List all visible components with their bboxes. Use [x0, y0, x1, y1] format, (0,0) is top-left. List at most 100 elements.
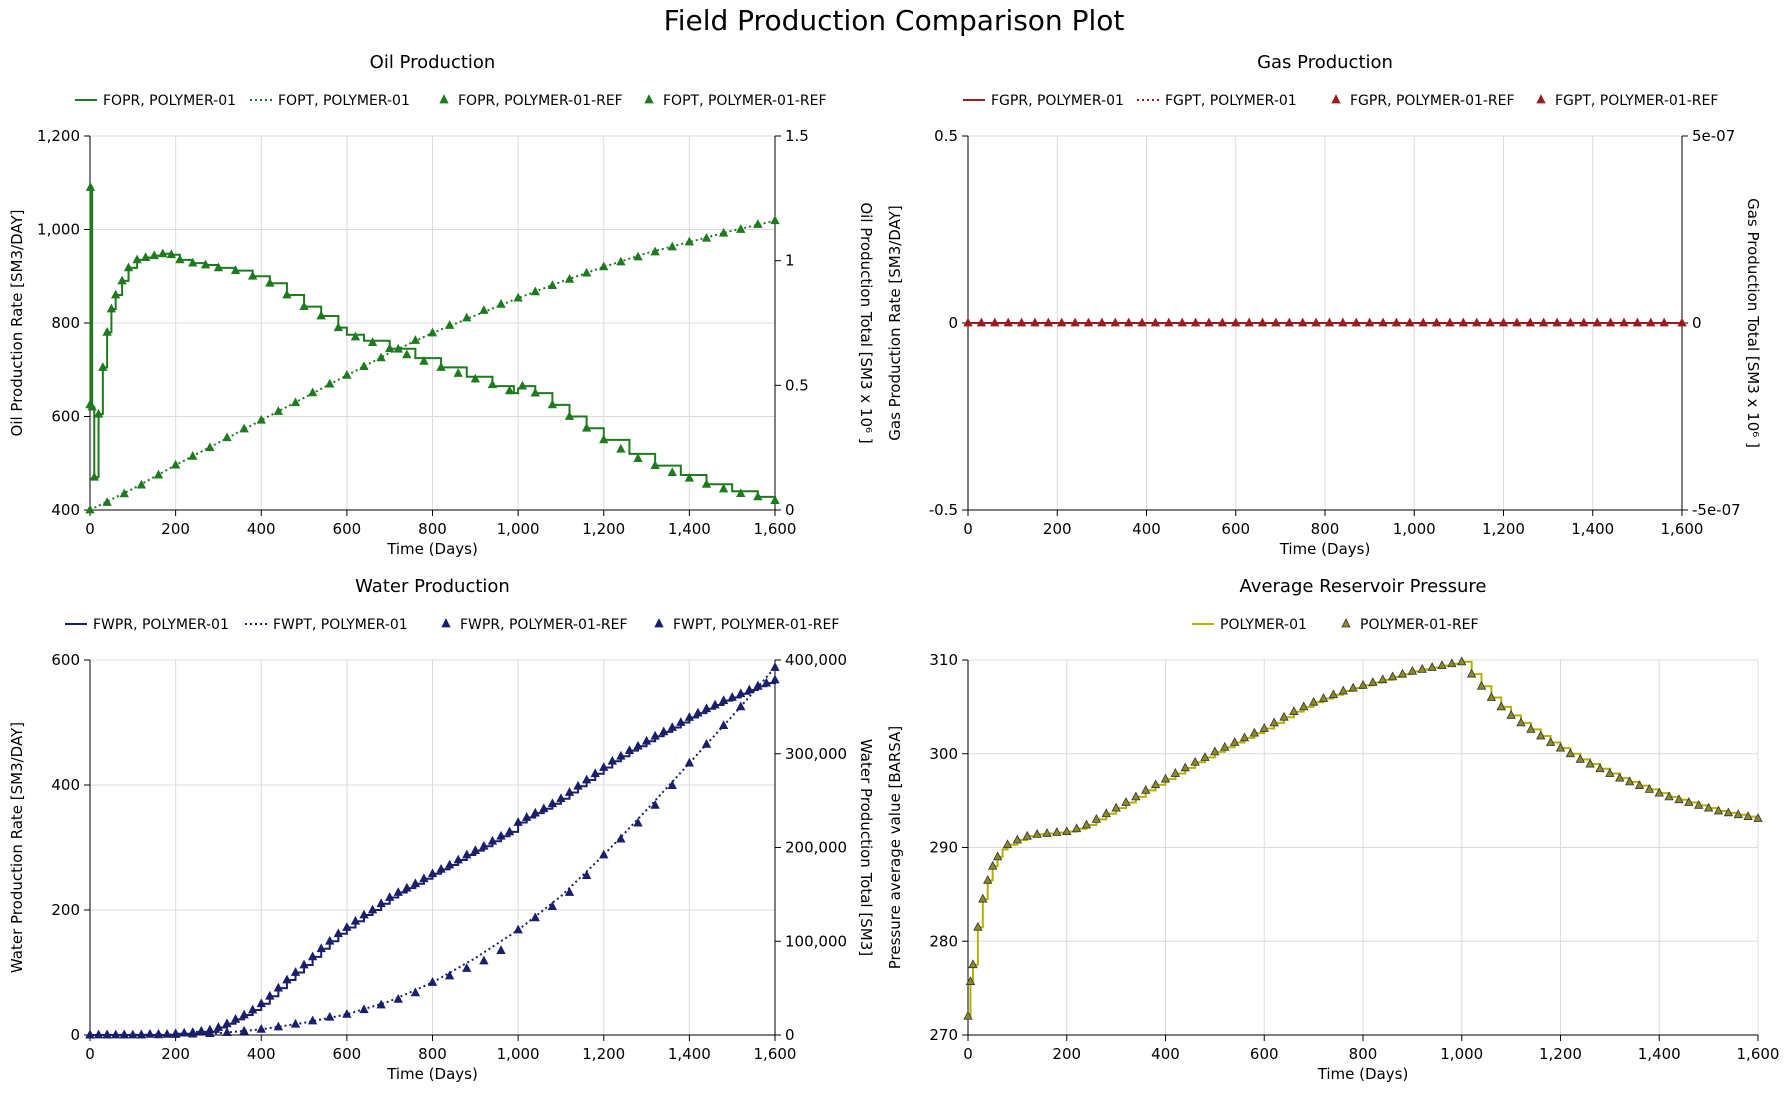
data-point-polymer-01-ref — [1368, 677, 1378, 686]
data-point-fwpt-polymer-01-ref — [462, 963, 472, 972]
legend-marker — [1536, 94, 1546, 104]
data-point-fwpt-polymer-01-ref — [736, 701, 746, 711]
data-point-fwpr-polymer-01-ref — [453, 854, 463, 864]
data-point-fwpr-polymer-01-ref — [539, 803, 549, 813]
y2-axis-label: Gas Production Total [SM3 x 10⁶ ] — [1744, 198, 1762, 448]
data-point-polymer-01-ref — [1753, 813, 1763, 822]
data-point-polymer-01-ref — [1062, 826, 1072, 835]
data-point-fgpr-polymer-01-ref — [1391, 317, 1402, 327]
data-point-fopr-polymer-01-ref — [140, 252, 151, 261]
data-point-fwpr-polymer-01-ref — [342, 922, 352, 931]
data-point-fgpr-polymer-01-ref — [1405, 317, 1415, 327]
data-point-fwpr-polymer-01-ref — [402, 882, 412, 892]
data-point-fgpr-polymer-01-ref — [1097, 317, 1107, 327]
data-point-fwpr-polymer-01-ref — [196, 1025, 206, 1035]
x-tick-label: 1,600 — [1737, 1045, 1780, 1063]
data-point-fgpr-polymer-01-ref — [976, 317, 987, 327]
data-point-fwpt-polymer-01-ref — [753, 680, 763, 690]
data-point-fgpr-polymer-01-ref — [1003, 317, 1013, 327]
x-tick-label: 1,200 — [582, 1045, 625, 1063]
data-point-fwpr-polymer-01-ref — [701, 703, 712, 713]
x-tick-label: 1,400 — [668, 1045, 711, 1063]
data-point-fopr-polymer-01-ref — [166, 249, 177, 259]
data-point-fopt-polymer-01-ref — [273, 406, 284, 415]
data-point-fopr-polymer-01-ref — [117, 275, 127, 285]
x-tick-label: 1,600 — [1661, 520, 1704, 538]
data-point-fwpr-polymer-01-ref — [427, 868, 438, 878]
x-tick-label: 1,000 — [497, 520, 540, 538]
data-point-fopt-polymer-01-ref — [444, 320, 455, 329]
data-point-fopr-polymer-01-ref — [487, 379, 498, 389]
y2-tick-label: 0.5 — [785, 376, 809, 394]
data-point-fopt-polymer-01-ref — [684, 236, 695, 246]
chart-panel-oil-production: Oil Production 0 200 400 600 800 1,000 1,200 1,4… — [8, 52, 875, 558]
data-point-fwpr-polymer-01-ref — [659, 726, 669, 736]
data-point-fopt-polymer-01-ref — [290, 397, 301, 407]
y-axis-label: Gas Production Rate [SM3/DAY] — [886, 205, 904, 440]
x-tick-label: 200 — [161, 520, 190, 538]
data-point-polymer-01-ref — [1150, 779, 1161, 789]
data-point-fwpr-polymer-01-ref — [556, 793, 566, 803]
data-point-fgpr-polymer-01-ref — [1364, 317, 1375, 327]
data-point-fwpr-polymer-01-ref — [145, 1029, 155, 1038]
data-point-polymer-01-ref — [1575, 754, 1585, 763]
data-point-polymer-01-ref — [1664, 791, 1674, 801]
data-point-fwpr-polymer-01-ref — [761, 677, 772, 687]
data-point-fwpr-polymer-01-ref — [376, 898, 386, 908]
data-point-polymer-01-ref — [1555, 742, 1566, 752]
legend-marker — [654, 618, 664, 628]
data-point-fopt-polymer-01-ref — [170, 459, 181, 469]
data-point-fopr-polymer-01-ref — [93, 408, 104, 418]
y2-tick-label: 0 — [785, 1026, 795, 1044]
data-point-polymer-01-ref — [1170, 768, 1181, 777]
data-point-fgpr-polymer-01-ref — [1579, 317, 1589, 327]
data-point-fopr-polymer-01-ref — [701, 478, 712, 488]
data-point-fwpt-polymer-01-ref — [444, 970, 455, 980]
data-point-polymer-01-ref — [1338, 685, 1348, 695]
data-point-polymer-01-ref — [1299, 701, 1309, 711]
data-point-fwpr-polymer-01-ref — [248, 1004, 258, 1014]
data-point-fgpr-polymer-01-ref — [1137, 317, 1147, 327]
data-point-fgpr-polymer-01-ref — [1164, 317, 1174, 327]
data-point-fopr-polymer-01-ref — [213, 262, 224, 272]
legend-label: FWPR, POLYMER-01-REF — [460, 617, 628, 633]
data-point-fgpr-polymer-01-ref — [1592, 317, 1602, 327]
data-point-fgpr-polymer-01-ref — [1070, 317, 1080, 327]
gridlines — [967, 659, 1759, 1036]
y2-tick-label: 200,000 — [785, 839, 847, 857]
data-point-polymer-01-ref — [1308, 696, 1319, 706]
legend: FGPR, POLYMER-01 FGPT, POLYMER-01 FGPR, PO… — [963, 93, 1718, 109]
data-point-polymer-01-ref — [1101, 808, 1111, 818]
data-point-fwpt-polymer-01-ref — [290, 1018, 301, 1028]
data-point-fopt-polymer-01-ref — [479, 305, 489, 314]
data-point-fwpr-polymer-01-ref — [667, 722, 677, 731]
y-tick-label: 0 — [948, 314, 958, 332]
x-tick-label: 800 — [1349, 1045, 1378, 1063]
data-point-fgpr-polymer-01-ref — [1190, 317, 1201, 327]
y-tick-label: 1,000 — [37, 221, 80, 239]
data-point-fopr-polymer-01-ref — [770, 495, 780, 505]
data-point-fopt-polymer-01-ref — [307, 387, 318, 397]
data-point-fwpr-polymer-01-ref — [316, 943, 326, 953]
chart-panel-water-production: Water Production 0 200 400 600 800 1,000 1,200 1… — [8, 576, 875, 1083]
legend-label: FWPT, POLYMER-01 — [273, 617, 408, 633]
y2-tick-label: 400,000 — [785, 651, 847, 669]
data-point-fgpr-polymer-01-ref — [1445, 317, 1455, 327]
legend-label: POLYMER-01 — [1220, 617, 1307, 633]
data-point-fopr-polymer-01-ref — [350, 331, 361, 341]
data-point-fwpr-polymer-01-ref — [744, 684, 754, 694]
data-point-fopr-polymer-01-ref — [599, 434, 609, 444]
y-tick-label: 200 — [51, 901, 80, 919]
data-point-polymer-01-ref — [1585, 758, 1595, 768]
data-point-fgpr-polymer-01-ref — [1150, 317, 1161, 327]
data-point-polymer-01-ref — [1121, 797, 1131, 806]
data-point-fwpr-polymer-01-ref — [299, 959, 309, 969]
data-point-polymer-01-ref — [1190, 756, 1200, 766]
x-tick-label: 0 — [963, 520, 973, 538]
data-point-fwpt-polymer-01-ref — [564, 887, 575, 896]
data-point-fwpt-polymer-01-ref — [718, 720, 729, 730]
data-point-fwpr-polymer-01-ref — [693, 707, 703, 717]
data-point-polymer-01-ref — [1644, 784, 1655, 793]
x-tick-label: 600 — [1221, 520, 1250, 538]
